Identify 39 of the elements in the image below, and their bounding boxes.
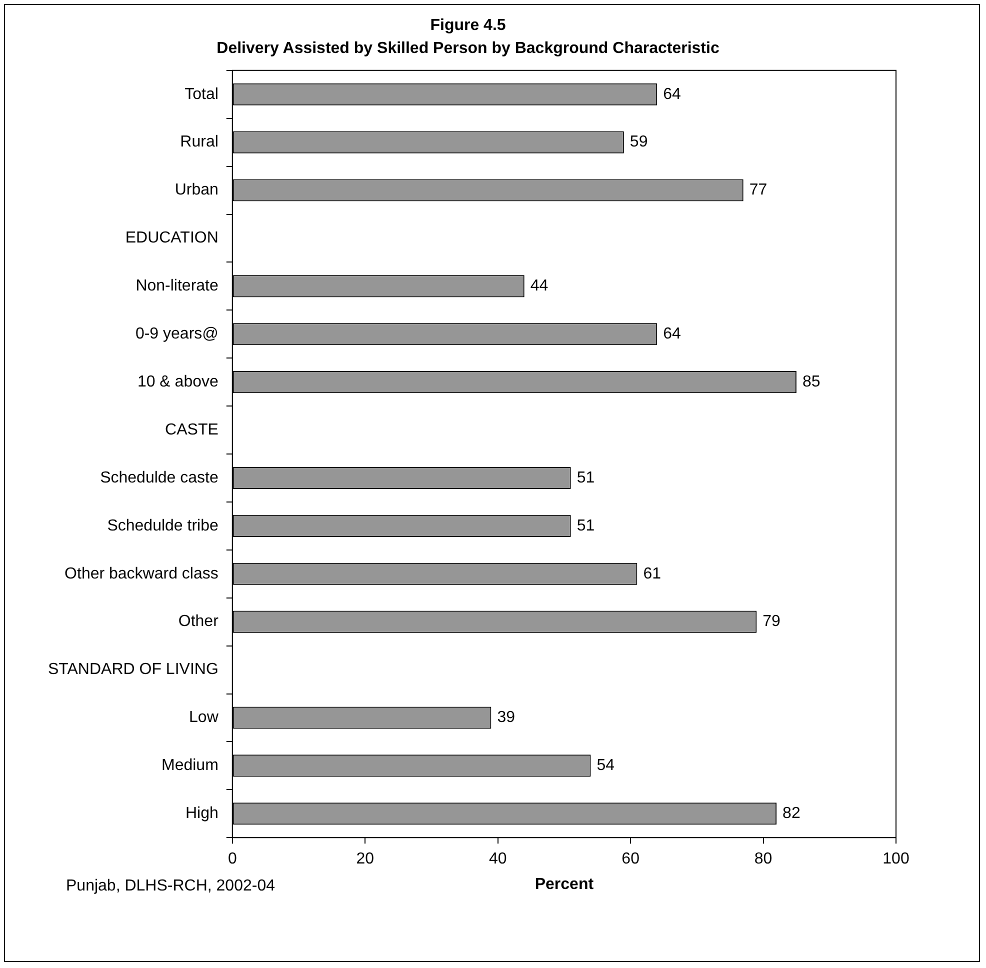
data-label: 64 <box>663 86 681 103</box>
y-tick-label: Low <box>189 709 219 726</box>
x-tick-label: 0 <box>228 850 237 868</box>
y-tick-label: Rural <box>180 134 218 151</box>
data-label: 61 <box>643 565 662 582</box>
data-label: 44 <box>530 278 548 295</box>
x-tick-label: 80 <box>754 850 772 868</box>
data-label: 51 <box>576 469 595 486</box>
y-tick-label: Total <box>184 86 218 103</box>
y-tick-label: Non-literate <box>136 278 218 295</box>
data-label: 64 <box>663 326 681 343</box>
data-label: 85 <box>802 373 820 390</box>
y-tick-label: 10 & above <box>137 373 218 390</box>
x-tick-label: 40 <box>488 850 507 868</box>
y-tick-label: EDUCATION <box>125 230 218 247</box>
y-tick-label: High <box>185 805 218 822</box>
y-tick-label: Medium <box>161 757 218 774</box>
data-label: 82 <box>782 805 800 822</box>
y-tick-label: Schedulde caste <box>100 469 218 486</box>
x-tick-label: 60 <box>622 850 640 868</box>
y-tick-label: Urban <box>174 182 218 199</box>
data-label: 77 <box>749 182 768 199</box>
data-label: 79 <box>762 613 781 630</box>
y-tick-label: 0-9 years@ <box>135 326 218 343</box>
data-label: 39 <box>497 709 516 726</box>
y-tick-label: Schedulde tribe <box>107 517 218 534</box>
y-tick-label: CASTE <box>165 421 218 438</box>
y-tick-label: Other <box>178 613 220 630</box>
data-label: 59 <box>630 134 648 151</box>
x-tick-label: 20 <box>356 850 374 868</box>
x-tick-label: 100 <box>882 850 910 868</box>
text: Punjab, DLHS-RCH, 2002-04 <box>66 877 276 894</box>
data-label: 51 <box>576 517 595 534</box>
chart-subtitle: Delivery Assisted by Skilled Person by Background Characteristic <box>216 40 720 58</box>
data-label: 54 <box>596 757 615 774</box>
chart-title: Figure 4.5 <box>430 17 506 34</box>
y-tick-label: STANDARD OF LIVING <box>48 661 218 678</box>
y-tick-label: Other backward class <box>64 565 218 582</box>
x-axis-title: Percent <box>534 876 594 893</box>
